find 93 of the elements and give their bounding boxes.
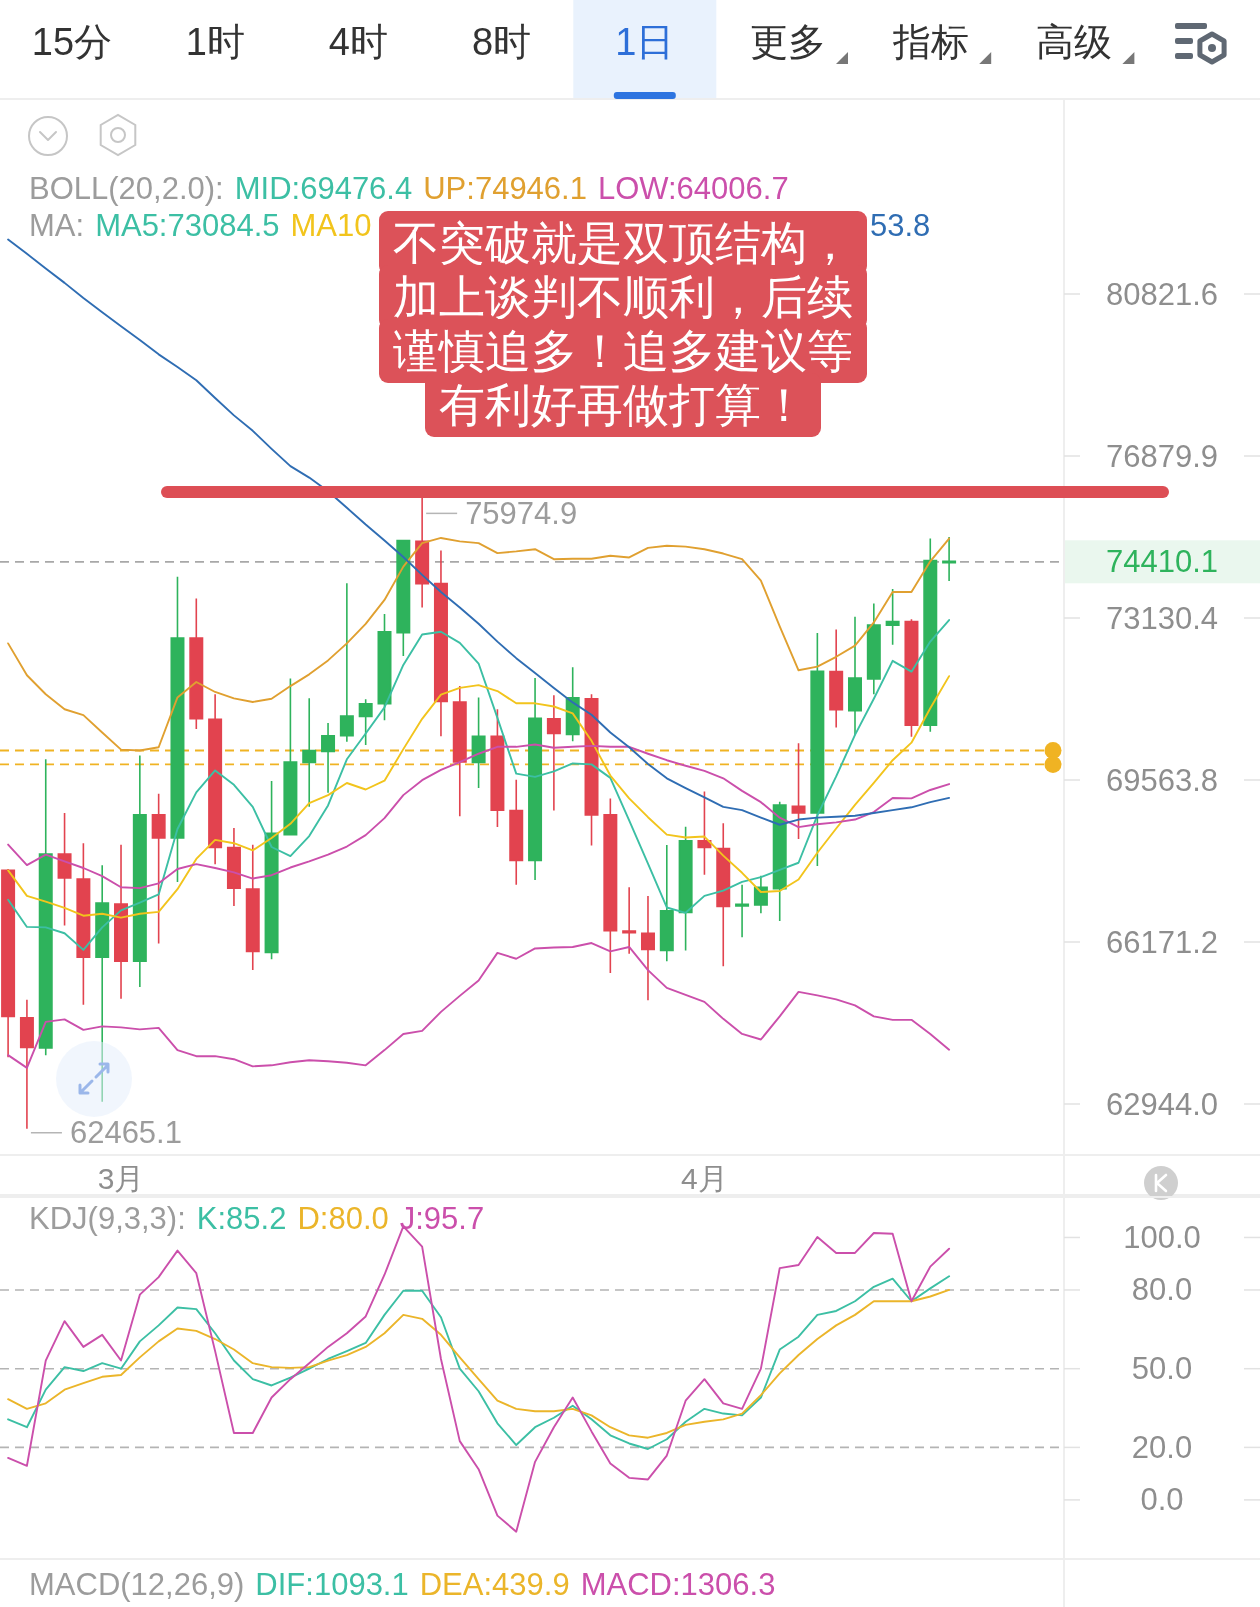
candlestick bbox=[321, 722, 336, 794]
candlestick bbox=[358, 698, 373, 746]
line-series bbox=[7, 743, 951, 890]
text: MACD:1306.3 bbox=[580, 1566, 776, 1602]
text: 4时 bbox=[328, 21, 388, 63]
candlestick bbox=[19, 999, 34, 1130]
legend-title: KDJ(9,3,3): bbox=[29, 1200, 186, 1236]
candlestick bbox=[283, 677, 298, 836]
candlestick bbox=[810, 632, 825, 867]
candlestick bbox=[640, 895, 655, 1002]
line-series bbox=[7, 675, 951, 919]
candlestick bbox=[923, 537, 938, 733]
y-tick-label: 80.0 bbox=[1131, 1272, 1193, 1308]
series-label: J:95.7 bbox=[399, 1200, 485, 1236]
candlestick bbox=[1, 868, 16, 1058]
y-tick-label: 66171.2 bbox=[1105, 924, 1219, 960]
candlestick bbox=[659, 844, 674, 963]
candlestick bbox=[396, 538, 411, 657]
line-series bbox=[7, 537, 951, 752]
text: 15分 bbox=[31, 21, 113, 63]
candlestick bbox=[151, 792, 166, 945]
y-tick-label: 20.0 bbox=[1131, 1429, 1193, 1465]
y-tick-label: 76879.9 bbox=[1105, 438, 1219, 474]
candlestick bbox=[471, 696, 486, 789]
y-tick-label: 50.0 bbox=[1131, 1351, 1193, 1387]
candlestick bbox=[697, 790, 712, 876]
candlestick bbox=[584, 693, 599, 847]
annotation: MA: bbox=[29, 207, 85, 243]
candlestick bbox=[791, 742, 806, 840]
y-tick-label: 0.0 bbox=[1140, 1482, 1184, 1518]
candlestick bbox=[57, 812, 72, 927]
line-series bbox=[7, 942, 951, 1069]
candlestick bbox=[904, 618, 919, 738]
text: MACD(12,26,9) bbox=[29, 1566, 245, 1602]
candlestick bbox=[433, 549, 448, 738]
legend-title: BOLL(20,2.0): bbox=[29, 170, 224, 206]
line-series bbox=[7, 619, 951, 951]
y-tick-label: 80821.6 bbox=[1105, 276, 1219, 312]
y-tick-label: 62944.0 bbox=[1105, 1086, 1219, 1122]
candlestick bbox=[226, 827, 241, 907]
candlestick bbox=[735, 883, 750, 938]
legend-label: MID:69476.4 bbox=[234, 170, 413, 206]
candlestick bbox=[603, 797, 618, 974]
text: 高级 bbox=[1036, 21, 1113, 63]
text: MA5:73084.5 bbox=[95, 207, 280, 243]
y-tick-label: 74410.1 bbox=[1105, 544, 1219, 580]
x-tick-label: 4月 bbox=[681, 1161, 728, 1195]
text: LOW:64006.7 bbox=[597, 170, 789, 206]
candlestick bbox=[452, 685, 467, 818]
candlestick bbox=[302, 697, 317, 808]
candlestick bbox=[189, 597, 204, 730]
annotation: 62465.1 bbox=[69, 1115, 182, 1151]
text: UP:74946.1 bbox=[423, 170, 587, 206]
candlestick bbox=[772, 800, 787, 922]
candlestick bbox=[95, 864, 110, 1103]
candlestick bbox=[528, 677, 543, 881]
candlestick bbox=[132, 754, 147, 988]
candlestick bbox=[208, 693, 223, 865]
candlestick bbox=[885, 588, 900, 646]
candlestick bbox=[490, 708, 505, 828]
y-tick-label: 69563.8 bbox=[1105, 762, 1219, 798]
y-tick-label: 100.0 bbox=[1123, 1219, 1201, 1255]
candlestick bbox=[76, 842, 91, 1006]
candlestick bbox=[509, 778, 524, 886]
text: DEA:439.9 bbox=[419, 1566, 570, 1602]
text: 1时 bbox=[185, 21, 245, 63]
text: 8时 bbox=[472, 21, 532, 63]
text: 更多 bbox=[750, 21, 826, 63]
text: K:85.2 bbox=[196, 1200, 287, 1236]
y-tick-label: 73130.4 bbox=[1105, 600, 1219, 636]
candlestick bbox=[38, 758, 53, 1056]
candlestick bbox=[622, 886, 637, 955]
candlestick bbox=[377, 613, 392, 721]
candlestick bbox=[339, 582, 354, 743]
text: MA10 bbox=[290, 207, 372, 243]
text: 1日 bbox=[615, 21, 675, 63]
candlestick bbox=[678, 825, 693, 952]
text: 53.8 bbox=[870, 207, 931, 243]
candlestick bbox=[942, 536, 957, 582]
text: DIF:1093.1 bbox=[255, 1566, 409, 1602]
candlestick bbox=[264, 780, 279, 961]
candlestick bbox=[716, 822, 731, 967]
candlestick bbox=[848, 615, 862, 737]
x-tick-label: 3月 bbox=[97, 1161, 145, 1195]
candlestick bbox=[866, 602, 881, 696]
candlestick bbox=[170, 575, 185, 883]
annotation: 75974.9 bbox=[465, 495, 578, 531]
candlestick bbox=[114, 843, 129, 1000]
candlestick bbox=[245, 843, 260, 971]
candlestick bbox=[546, 694, 561, 812]
candlestick bbox=[829, 628, 844, 729]
text: D:80.0 bbox=[297, 1200, 389, 1236]
text: 指标 bbox=[892, 21, 970, 63]
